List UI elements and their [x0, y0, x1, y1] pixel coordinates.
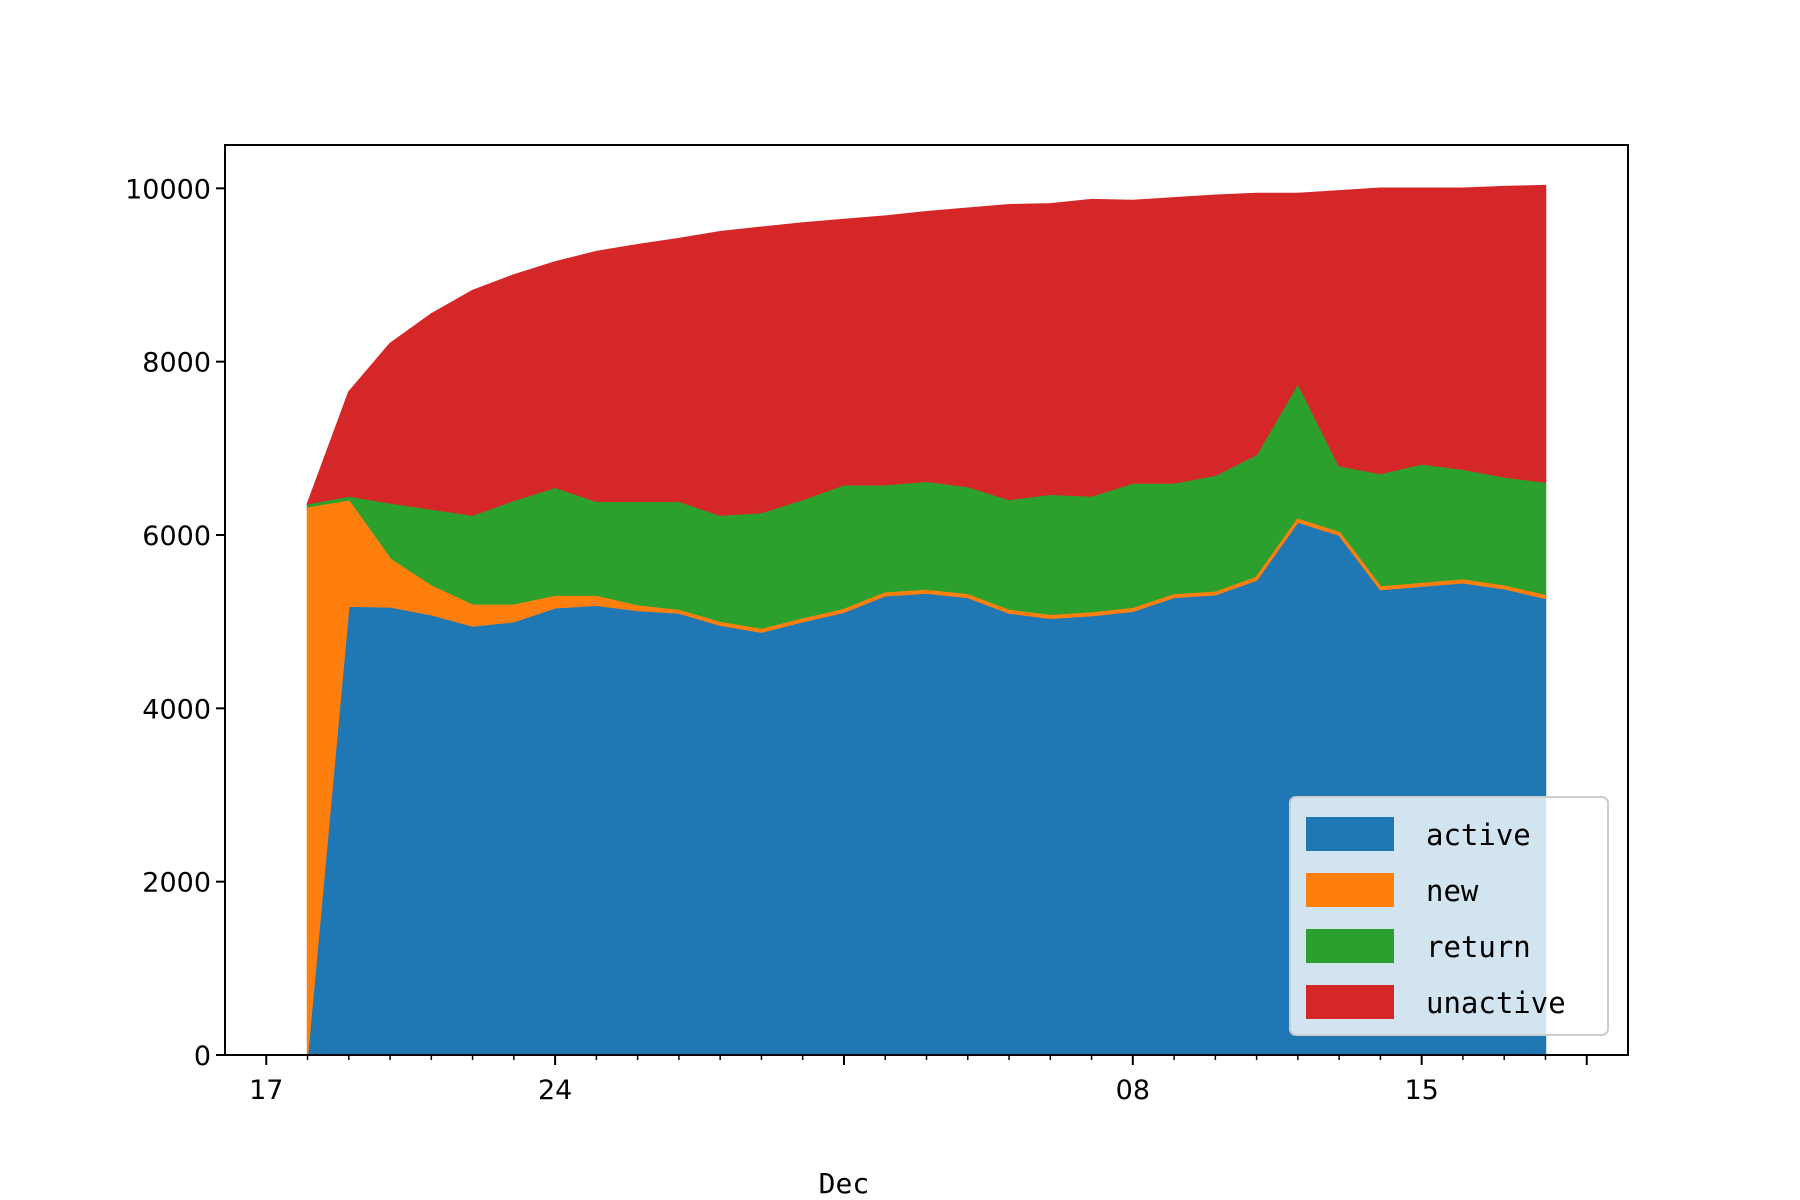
legend-label-new: new — [1426, 874, 1479, 908]
y-axis: 0 2000 4000 6000 8000 10000 — [125, 174, 225, 1072]
x-axis-label: Dec — [819, 1167, 870, 1200]
y-tick-label: 2000 — [142, 868, 211, 899]
y-tick-label: 4000 — [142, 694, 211, 725]
y-tick-label: 0 — [194, 1041, 211, 1072]
legend: active new return unactive — [1289, 796, 1609, 1036]
legend-label-return: return — [1426, 930, 1531, 964]
y-tick-label: 10000 — [125, 174, 211, 205]
x-tick-label: 08 — [1116, 1075, 1150, 1106]
legend-label-active: active — [1426, 818, 1531, 852]
x-axis: 17 24 08 15 — [249, 1055, 1588, 1106]
new-top-line — [307, 500, 1546, 632]
new-top-line-group — [307, 500, 1546, 632]
x-tick-label: 15 — [1404, 1075, 1438, 1106]
legend-swatch-new — [1306, 873, 1394, 907]
legend-swatch-return — [1306, 929, 1394, 963]
legend-label-unactive: unactive — [1426, 986, 1566, 1020]
area-layers — [306, 184, 1547, 1056]
legend-swatch-active — [1306, 817, 1394, 851]
x-tick-label: 24 — [538, 1075, 572, 1106]
legend-swatch-unactive — [1306, 985, 1394, 1019]
x-tick-label: 17 — [249, 1075, 283, 1106]
area-unactive — [306, 184, 1547, 516]
y-tick-label: 6000 — [142, 521, 211, 552]
y-tick-label: 8000 — [142, 348, 211, 379]
legend-box — [1289, 796, 1609, 1036]
